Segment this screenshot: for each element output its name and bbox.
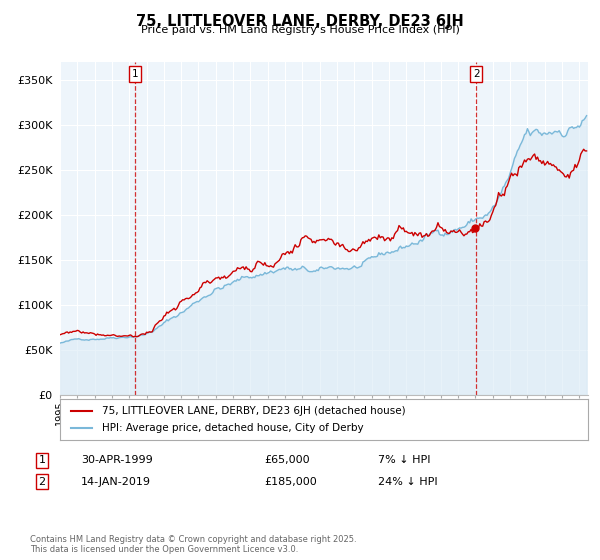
Text: Contains HM Land Registry data © Crown copyright and database right 2025.
This d: Contains HM Land Registry data © Crown c… (30, 535, 356, 554)
Text: £185,000: £185,000 (264, 477, 317, 487)
Text: 30-APR-1999: 30-APR-1999 (81, 455, 153, 465)
Text: 1: 1 (131, 69, 138, 79)
Text: 75, LITTLEOVER LANE, DERBY, DE23 6JH (detached house): 75, LITTLEOVER LANE, DERBY, DE23 6JH (de… (102, 405, 406, 416)
Text: 2: 2 (473, 69, 479, 79)
Text: HPI: Average price, detached house, City of Derby: HPI: Average price, detached house, City… (102, 423, 364, 433)
Text: Price paid vs. HM Land Registry's House Price Index (HPI): Price paid vs. HM Land Registry's House … (140, 25, 460, 35)
Text: 7% ↓ HPI: 7% ↓ HPI (378, 455, 431, 465)
Text: 1: 1 (38, 455, 46, 465)
Text: 24% ↓ HPI: 24% ↓ HPI (378, 477, 437, 487)
Text: 2: 2 (38, 477, 46, 487)
Text: £65,000: £65,000 (264, 455, 310, 465)
Text: 75, LITTLEOVER LANE, DERBY, DE23 6JH: 75, LITTLEOVER LANE, DERBY, DE23 6JH (136, 14, 464, 29)
Text: 14-JAN-2019: 14-JAN-2019 (81, 477, 151, 487)
